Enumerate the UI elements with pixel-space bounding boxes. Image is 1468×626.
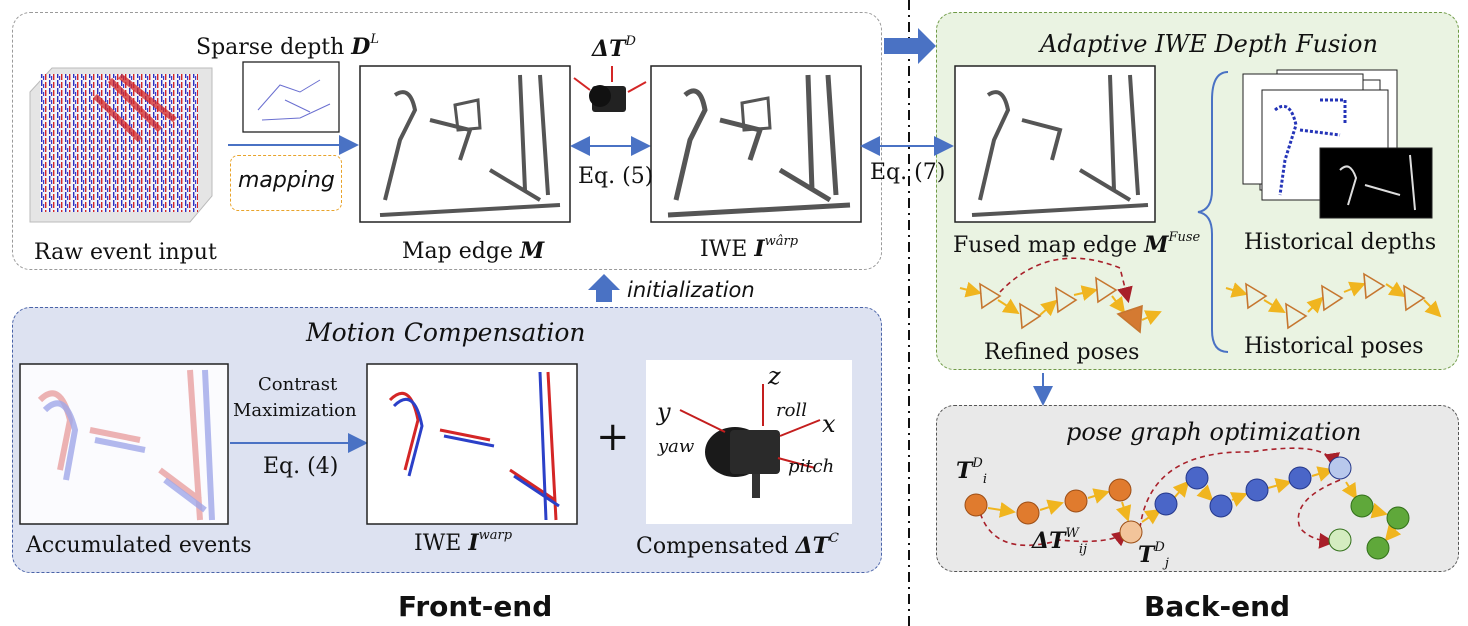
- initialization-label: initialization: [627, 278, 755, 302]
- camera-delta-icon: [573, 66, 647, 112]
- fusion-title: Adaptive IWE Depth Fusion: [1040, 30, 1378, 58]
- refined-poses-path: [959, 257, 1162, 334]
- initialization-arrow: [588, 274, 620, 302]
- historical-poses-path: [1225, 272, 1442, 330]
- mapping-label: mapping: [238, 168, 335, 193]
- eq4-label: Eq. (4): [263, 454, 339, 479]
- ti-label: TDi: [956, 456, 987, 487]
- map-edge-label: Map edge M: [402, 238, 545, 264]
- history-brace: [1197, 71, 1229, 353]
- historical-poses-label: Historical poses: [1244, 334, 1424, 359]
- accumulated-label: Accumulated events: [26, 533, 252, 558]
- historical-depths-stack: [1242, 69, 1433, 219]
- frontend-footer: Front-end: [398, 590, 553, 623]
- refined-poses-label: Refined poses: [984, 340, 1140, 365]
- mapping-box: [230, 155, 342, 211]
- pose-graph: [964, 447, 1410, 560]
- to-fusion-block-arrow: [884, 28, 936, 64]
- delta-t-d-label: ΔTD: [592, 34, 636, 62]
- raw-event-cube: [29, 67, 213, 223]
- pitch-label: pitch: [788, 456, 835, 477]
- sparse-depth-image: [242, 61, 340, 133]
- axis-x-label: x: [822, 410, 836, 438]
- raw-event-label: Raw event input: [34, 240, 217, 265]
- map-edge-image: [359, 65, 571, 223]
- iwe-warp-image: [366, 363, 578, 525]
- backend-footer: Back-end: [1144, 590, 1291, 623]
- contrast-label: Contrast: [258, 374, 338, 395]
- sparse-depth-label: Sparse depth DL: [196, 32, 379, 60]
- compensated-label: Compensated ΔTC: [636, 531, 839, 559]
- eq7-label: Eq. (7): [870, 160, 946, 185]
- tj-label: TDj: [1138, 540, 1169, 571]
- historical-depths-label: Historical depths: [1244, 230, 1437, 255]
- axis-y-label: y: [657, 398, 671, 426]
- motion-comp-title: Motion Compensation: [306, 318, 586, 347]
- tij-label: ΔTWij: [1032, 526, 1088, 557]
- iwe-hat-image: [650, 65, 862, 223]
- iwe-warp-label: IWE Iwarp: [414, 528, 513, 556]
- accumulated-events-image: [19, 363, 229, 525]
- pgo-title: pose graph optimization: [1066, 418, 1362, 446]
- plus-sign: +: [596, 414, 630, 460]
- eq5-label: Eq. (5): [578, 164, 654, 189]
- maximization-label: Maximization: [233, 400, 357, 421]
- fused-map-label: Fused map edge MFuse: [953, 230, 1201, 258]
- fused-map-edge-image: [954, 65, 1156, 223]
- roll-label: roll: [776, 400, 807, 421]
- yaw-label: yaw: [658, 436, 695, 457]
- axis-z-label: z: [768, 362, 781, 390]
- compensated-camera-image: [646, 360, 852, 524]
- iwe-hat-label: IWE Iwârp: [700, 234, 799, 262]
